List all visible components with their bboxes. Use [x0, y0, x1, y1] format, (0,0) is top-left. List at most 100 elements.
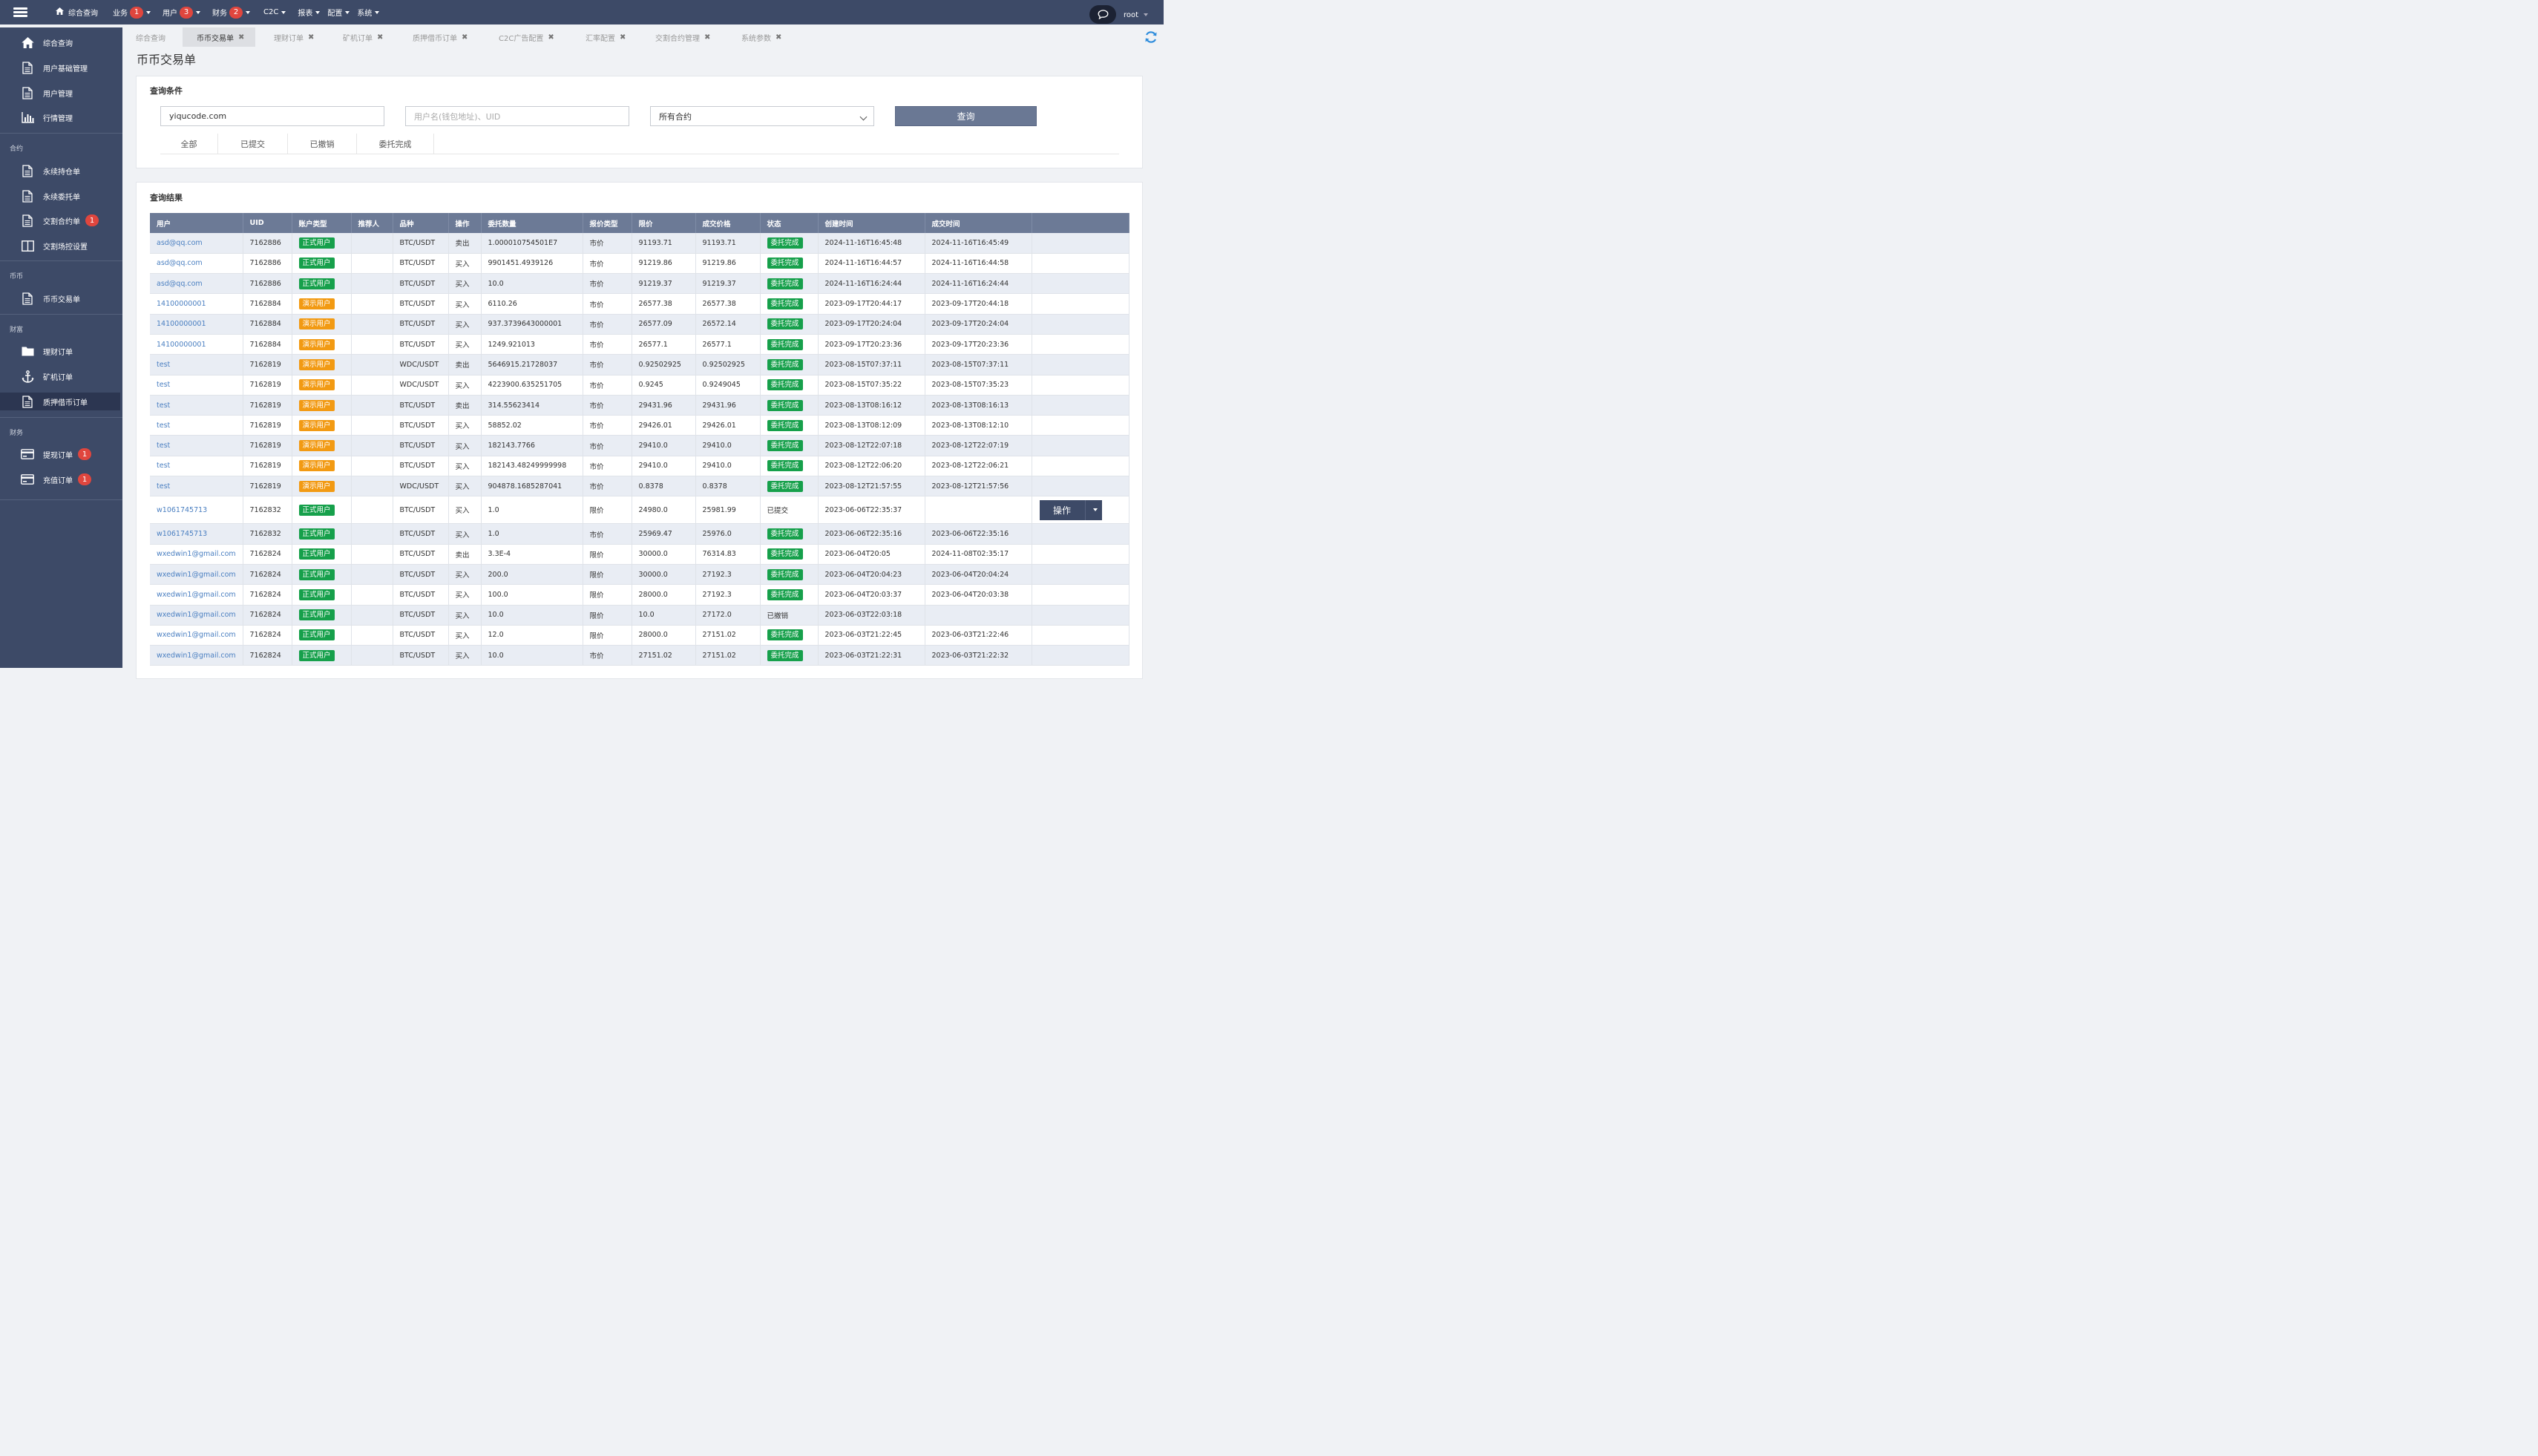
cell-created-time: 2023-06-06T22:35:37	[818, 496, 925, 525]
sidebar-item-user-basic[interactable]: 用户基础管理	[0, 59, 122, 76]
cell-user-link[interactable]: 14100000001	[150, 334, 243, 355]
sidebar-item-miner-orders[interactable]: 矿机订单	[0, 367, 122, 385]
tab-system-params[interactable]: 系统参数 ✖	[741, 27, 781, 47]
cell-limit-price: 26577.09	[632, 314, 696, 335]
tab-delivery-contract[interactable]: 交割合约管理 ✖	[655, 27, 710, 47]
status-badge: 委托完成	[767, 298, 803, 310]
table-header-col-limit: 限价	[632, 213, 696, 233]
top-nav-home[interactable]: 综合查询	[52, 0, 102, 24]
tab-wealth-orders[interactable]: 理财订单 ✖	[274, 27, 314, 47]
sidebar-item-market[interactable]: 行情管理	[0, 108, 122, 126]
table-row: wxedwin1@gmail.com 7162824 正式用户 BTC/USDT 卖出 3…	[150, 544, 1129, 565]
close-icon[interactable]: ✖	[776, 33, 782, 42]
cell-actions	[1032, 293, 1129, 315]
document-icon	[21, 214, 34, 227]
cell-user-link[interactable]: test	[150, 354, 243, 376]
sidebar-item-withdraw-orders[interactable]: 提现订单 1	[0, 445, 122, 463]
cell-side: 买入	[448, 496, 482, 525]
top-nav-reports[interactable]: 报表	[294, 0, 324, 24]
menu-toggle-icon[interactable]	[13, 7, 27, 17]
cell-user-link[interactable]: test	[150, 395, 243, 416]
cell-status: 委托完成	[760, 584, 819, 606]
tab-pledge-orders[interactable]: 质押借币订单 ✖	[413, 27, 468, 47]
close-icon[interactable]: ✖	[620, 33, 626, 42]
cell-user-link[interactable]: wxedwin1@gmail.com	[150, 645, 243, 666]
close-icon[interactable]: ✖	[377, 33, 384, 42]
top-nav-users[interactable]: 用户 3	[159, 0, 204, 24]
sidebar-item-perpetual-orders[interactable]: 永续委托单	[0, 187, 122, 205]
cell-price-type: 限价	[583, 544, 632, 565]
contract-select[interactable]: 所有合约	[650, 106, 874, 126]
cell-filled-time: 2023-06-03T21:22:32	[925, 645, 1032, 666]
action-dropdown-toggle[interactable]	[1085, 499, 1102, 520]
results-card-title: 查询结果	[150, 193, 183, 203]
contract-select-value: 所有合约	[659, 111, 692, 122]
keyword-input[interactable]: yiqucode.com	[160, 106, 384, 126]
tab-overview[interactable]: 综合查询	[136, 27, 165, 47]
close-icon[interactable]: ✖	[548, 33, 554, 42]
cell-price-type: 市价	[583, 293, 632, 315]
tab-exchange-rate[interactable]: 汇率配置 ✖	[586, 27, 626, 47]
cell-user-link[interactable]: wxedwin1@gmail.com	[150, 605, 243, 626]
cell-user-link[interactable]: test	[150, 435, 243, 456]
cell-user-link[interactable]: asd@qq.com	[150, 253, 243, 275]
cell-user-link[interactable]: 14100000001	[150, 293, 243, 315]
tab-c2c-ads[interactable]: C2C广告配置 ✖	[499, 27, 554, 47]
cell-status: 委托完成	[760, 645, 819, 666]
cell-user-link[interactable]: asd@qq.com	[150, 233, 243, 254]
user-menu[interactable]: root	[1124, 0, 1149, 30]
action-button[interactable]: 操作	[1039, 499, 1086, 520]
close-icon[interactable]: ✖	[238, 33, 245, 42]
top-nav-system[interactable]: 系统	[353, 0, 383, 24]
cell-user-link[interactable]: w1061745713	[150, 523, 243, 545]
tab-miner-orders[interactable]: 矿机订单 ✖	[343, 27, 383, 47]
cell-uid: 7162819	[243, 476, 292, 497]
top-nav-c2c[interactable]: C2C	[260, 0, 289, 24]
cell-deal-price: 26572.14	[695, 314, 761, 335]
sidebar-item-wealth-orders[interactable]: 理财订单	[0, 342, 122, 360]
top-nav-config[interactable]: 配置	[324, 0, 353, 24]
cell-deal-price: 0.8378	[695, 476, 761, 497]
sidebar-item-perpetual-positions[interactable]: 永续持仓单	[0, 162, 122, 180]
cell-user-link[interactable]: test	[150, 476, 243, 497]
cell-user-link[interactable]: w1061745713	[150, 496, 243, 525]
top-nav-finance[interactable]: 财务 2	[209, 0, 254, 24]
cell-user-link[interactable]: wxedwin1@gmail.com	[150, 544, 243, 565]
sidebar-item-coin-trades[interactable]: 币币交易单	[0, 289, 122, 307]
sidebar-item-delivery-orders[interactable]: 交割合约单 1	[0, 211, 122, 229]
account-type-badge: 演示用户	[298, 480, 335, 492]
close-icon[interactable]: ✖	[308, 33, 315, 42]
account-type-badge: 正式用户	[298, 504, 335, 516]
cell-created-time: 2023-08-15T07:35:22	[818, 375, 925, 396]
cell-user-link[interactable]: wxedwin1@gmail.com	[150, 564, 243, 586]
status-tab-submitted[interactable]: 已提交	[218, 134, 288, 154]
cell-user-link[interactable]: asd@qq.com	[150, 273, 243, 295]
top-nav-business[interactable]: 业务 1	[109, 0, 154, 24]
query-button[interactable]: 查询	[895, 106, 1037, 126]
cell-side: 买入	[448, 253, 482, 275]
cell-user-link[interactable]: wxedwin1@gmail.com	[150, 584, 243, 606]
sidebar-item-delivery-control[interactable]: 交割场控设置	[0, 237, 122, 255]
status-tab-all[interactable]: 全部	[160, 134, 218, 154]
sidebar-item-pledge-orders[interactable]: 质押借币订单	[0, 393, 120, 410]
chat-icon[interactable]	[1089, 5, 1116, 24]
tab-coin-trades[interactable]: 币币交易单 ✖	[183, 27, 256, 47]
sidebar-item-overview[interactable]: 综合查询	[0, 33, 122, 51]
cell-user-link[interactable]: test	[150, 456, 243, 477]
cell-user-link[interactable]: wxedwin1@gmail.com	[150, 625, 243, 646]
cell-user-link[interactable]: test	[150, 415, 243, 436]
refresh-icon[interactable]	[1144, 30, 1158, 44]
status-tab-completed[interactable]: 委托完成	[357, 134, 434, 154]
notification-badge: 1	[85, 214, 99, 226]
close-icon[interactable]: ✖	[704, 33, 711, 42]
close-icon[interactable]: ✖	[462, 33, 468, 42]
status-tab-cancelled[interactable]: 已撤销	[288, 134, 357, 154]
cell-side: 卖出	[448, 544, 482, 565]
cell-user-link[interactable]: 14100000001	[150, 314, 243, 335]
cell-user-link[interactable]: test	[150, 375, 243, 396]
cell-price-type: 市价	[583, 253, 632, 275]
sidebar-item-deposit-orders[interactable]: 充值订单 1	[0, 470, 122, 488]
sidebar-item-user-manage[interactable]: 用户管理	[0, 84, 122, 102]
cell-status: 委托完成	[760, 435, 819, 456]
user-search-input[interactable]: 用户名(钱包地址)、UID	[405, 106, 629, 126]
